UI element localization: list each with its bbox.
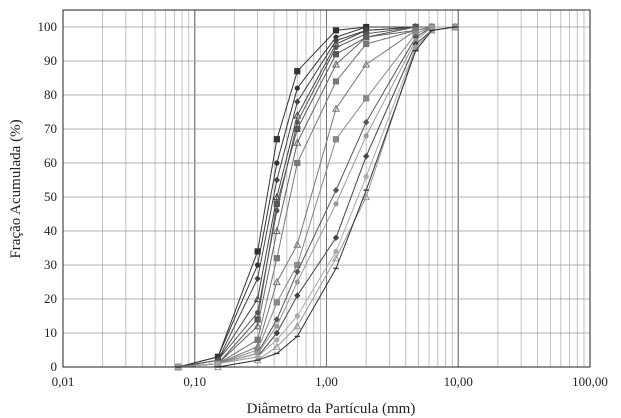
data-point [274,160,280,166]
y-tick-label: 90 [44,53,57,68]
data-point [273,136,280,143]
y-tick-label: 40 [44,223,57,238]
y-axis-title: Fração Acumulada (%) [8,119,24,258]
data-point [294,268,301,275]
data-point [254,336,261,343]
data-point [293,138,302,146]
data-point [294,98,301,105]
y-tick-label: 70 [44,121,57,136]
grid [62,10,591,368]
series-line [178,26,456,368]
data-point [294,261,301,269]
x-tick-label: 1,00 [315,374,338,389]
data-point [413,38,419,44]
y-tick-label: 20 [44,291,57,306]
data-point [362,153,370,160]
data-point [332,78,340,85]
series-line [178,26,456,368]
data-point [362,192,371,201]
data-point [253,294,262,303]
data-point [254,316,261,323]
data-point [333,34,339,40]
data-point [293,322,302,330]
data-point [254,275,261,282]
data-point [362,119,370,126]
data-point [294,68,301,75]
data-point [273,255,280,262]
x-tick-label: 100,00 [572,374,608,389]
plot-frame [62,9,591,368]
series-line [178,26,456,368]
data-point [273,200,280,207]
data-point [273,299,280,306]
data-point [272,226,281,235]
x-tick-label: 10,00 [444,374,473,389]
y-tick-label: 0 [51,359,58,374]
y-tick-label: 60 [44,155,57,170]
data-point [333,201,339,207]
data-point [332,104,340,112]
data-point [332,254,340,262]
data-point [332,27,340,34]
data-point [363,174,369,180]
y-tick-label: 100 [38,19,58,34]
data-point [294,159,301,167]
data-point [332,51,340,58]
data-point [294,119,300,125]
data-point [363,95,370,102]
x-tick-label: 0,10 [183,374,206,389]
x-axis-title: Diâmetro da Partícula (mm) [247,401,416,417]
data-point [333,44,339,51]
data-point [362,33,371,41]
data-point [332,60,340,68]
data-point [294,313,300,319]
data-point [332,234,340,241]
data-point [294,125,301,133]
data-point [273,316,281,323]
data-point [294,85,300,91]
data-point [255,262,261,268]
data-point [274,323,280,329]
tick-labels: 0 10 20 30 40 50 60 70 80 90 100 0,01 0,10 1,00 10,00 1… [38,19,608,389]
x-tick-label: 0,01 [52,374,75,389]
data-point [274,337,280,343]
data-point [273,176,281,184]
data-point [333,248,339,254]
data-point [293,240,302,248]
data-point [363,40,370,48]
series-line [178,26,456,368]
data-point [253,322,262,330]
data-point [272,342,281,350]
data-point [293,111,302,119]
series-line [178,26,456,368]
data-point [363,133,369,139]
data-point [362,60,371,68]
data-point [411,43,420,51]
y-tick-label: 30 [44,257,57,272]
y-tick-label: 50 [44,189,57,204]
y-tick-label: 10 [44,325,57,340]
y-tick-label: 80 [44,87,57,102]
data-point [332,187,340,194]
data-point [332,136,340,143]
data-point [294,279,300,285]
data-point [294,292,301,299]
data-point [272,277,281,286]
data-point [273,329,281,337]
